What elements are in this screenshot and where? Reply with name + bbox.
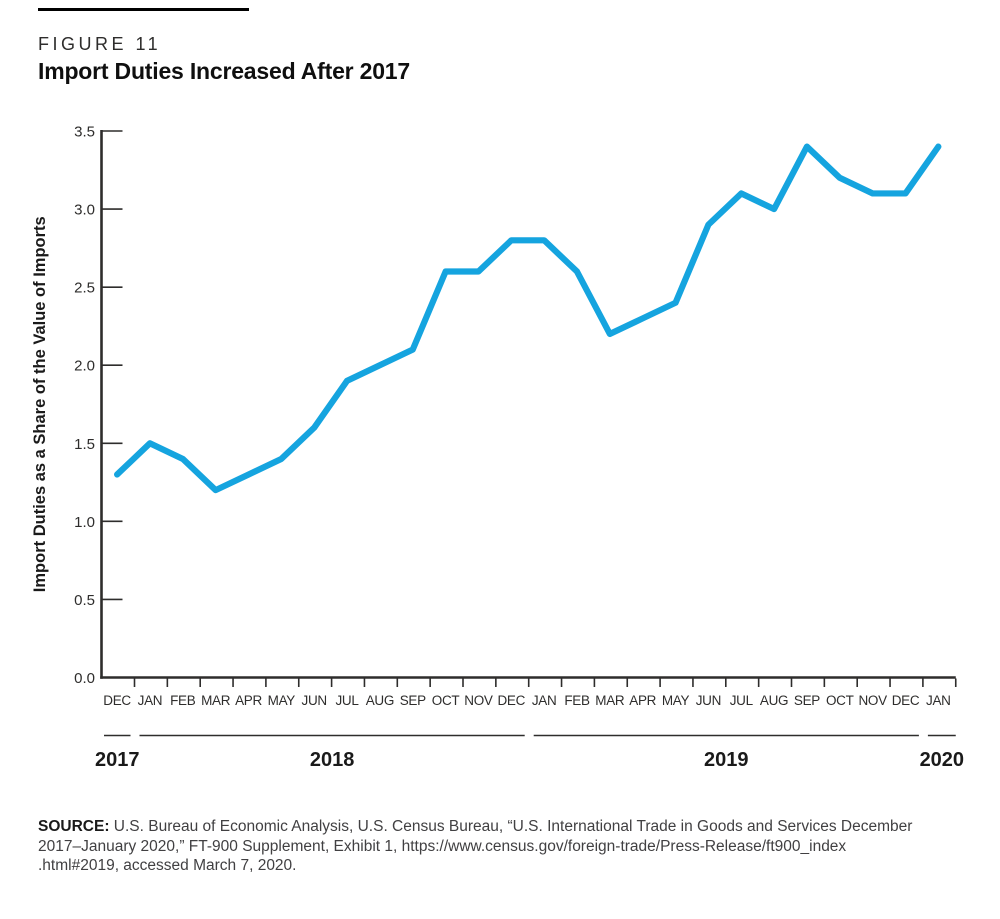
month-label: APR — [235, 693, 262, 708]
source-line: 2017–January 2020,” FT-900 Supplement, E… — [38, 837, 847, 855]
y-tick-label: 0.5 — [74, 592, 95, 609]
month-label: JUN — [302, 693, 327, 708]
month-label: JUL — [335, 693, 359, 708]
month-label: MAR — [595, 693, 625, 708]
month-label: MAY — [662, 693, 690, 708]
y-tick-label: 2.5 — [74, 280, 95, 297]
month-label: SEP — [400, 693, 426, 708]
y-tick-label: 2.0 — [74, 358, 95, 375]
figure-label: FIGURE 11 — [38, 34, 162, 54]
y-tick-label: 3.5 — [74, 124, 95, 141]
source-line: U.S. Bureau of Economic Analysis, U.S. C… — [113, 818, 913, 835]
y-tick-label: 1.5 — [74, 436, 95, 453]
month-label: APR — [629, 693, 656, 708]
y-tick-label: 3.0 — [74, 202, 95, 219]
year-label: 2017 — [95, 749, 140, 771]
y-tick-label: 0.0 — [74, 670, 95, 687]
month-label: OCT — [826, 693, 854, 708]
year-label: 2019 — [704, 749, 749, 771]
y-axis-title: Import Duties as a Share of the Value of… — [31, 216, 49, 592]
month-label: JUN — [696, 693, 721, 708]
month-label: AUG — [760, 693, 788, 708]
source-line: .html#2019, accessed March 7, 2020. — [38, 857, 297, 874]
month-label: DEC — [497, 693, 525, 708]
month-label: JAN — [138, 693, 163, 708]
year-label: 2020 — [920, 749, 965, 771]
month-label: OCT — [432, 693, 460, 708]
figure-top-rule — [38, 8, 249, 11]
month-label: AUG — [366, 693, 394, 708]
month-label: NOV — [858, 693, 887, 708]
year-label: 2018 — [310, 749, 355, 771]
month-label: NOV — [464, 693, 493, 708]
month-label: DEC — [103, 693, 131, 708]
source-note: SOURCE: U.S. Bureau of Economic Analysis… — [38, 817, 968, 876]
month-label: DEC — [892, 693, 920, 708]
data-line — [113, 143, 942, 494]
month-label: MAR — [201, 693, 231, 708]
month-label: MAY — [268, 693, 296, 708]
month-label: FEB — [170, 693, 196, 708]
y-tick-label: 1.0 — [74, 514, 95, 531]
month-label: JAN — [926, 693, 951, 708]
source-label: SOURCE: — [38, 818, 110, 835]
month-label: FEB — [564, 693, 590, 708]
month-label: SEP — [794, 693, 820, 708]
figure-title: Import Duties Increased After 2017 — [38, 58, 410, 84]
month-label: JUL — [730, 693, 754, 708]
month-label: JAN — [532, 693, 557, 708]
